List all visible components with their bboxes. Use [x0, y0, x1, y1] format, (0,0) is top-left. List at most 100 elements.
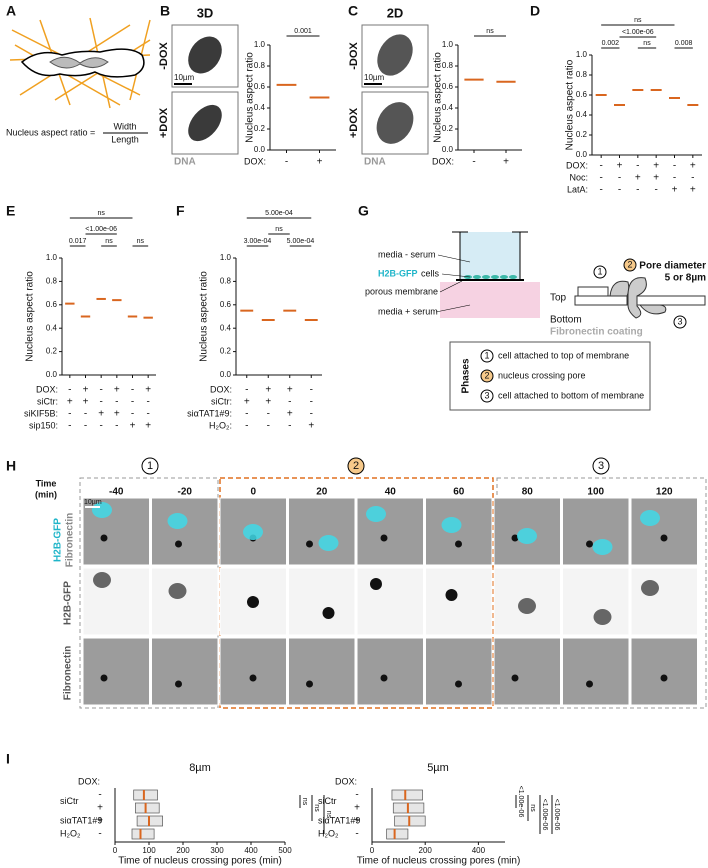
- image-frame: [562, 497, 630, 566]
- image-frame: [151, 567, 219, 636]
- formula-denominator: Length: [111, 134, 139, 144]
- p-value: 0.002: [602, 40, 620, 47]
- panel-letter: I: [6, 751, 10, 767]
- row-value: +: [265, 385, 271, 396]
- time-label: 40: [385, 487, 397, 498]
- nucleus: [376, 102, 414, 144]
- nucleus: [445, 589, 458, 601]
- time-label: 100: [587, 487, 604, 498]
- nucleus: [370, 578, 382, 590]
- box: [135, 802, 160, 814]
- row-value: +: [690, 161, 696, 172]
- panel-title: 3D: [197, 5, 214, 20]
- x-tick-label: 100: [142, 846, 156, 855]
- box: [131, 828, 155, 840]
- panel-letter: G: [358, 203, 369, 219]
- row-label: DOX:: [36, 384, 58, 394]
- diagram-label: Pore diameter: [639, 261, 706, 272]
- nucleus: [441, 517, 462, 533]
- x-tick-label: 400: [244, 846, 258, 855]
- box: [391, 789, 423, 801]
- row-value: +: [145, 385, 151, 396]
- row-value: -: [285, 157, 288, 168]
- row-value: +: [145, 421, 151, 432]
- image: [171, 24, 239, 88]
- row-label: sip150:: [29, 420, 58, 430]
- y-tick-label: 1.0: [576, 50, 588, 59]
- phases-title: Phases: [461, 358, 472, 393]
- image-label: +DOX: [158, 107, 170, 138]
- row-value: +: [83, 385, 89, 396]
- row-label: siCtr:: [37, 396, 58, 406]
- formula-label: Nucleus aspect ratio =: [6, 127, 95, 137]
- y-tick-label: 0.4: [442, 103, 454, 112]
- row-value: -: [599, 173, 602, 184]
- nucleus: [517, 528, 537, 544]
- phase-marker: [480, 389, 494, 403]
- group-label: H₂O₂: [318, 828, 339, 838]
- x-axis-label: Time of nucleus crossing pores (min): [118, 856, 282, 867]
- row-value: -: [84, 409, 87, 420]
- row-value: +: [114, 385, 120, 396]
- row-value: -: [472, 157, 475, 168]
- pore: [511, 674, 519, 682]
- row-value: -: [245, 385, 248, 396]
- row-label: Fibronectin: [65, 513, 76, 567]
- diagram-label: porous membrane: [365, 286, 438, 296]
- dox-value: +: [97, 816, 103, 827]
- phase-number: 3: [598, 460, 604, 472]
- p-value: ns: [486, 28, 494, 35]
- dox-value: -: [98, 829, 101, 840]
- box: [386, 828, 409, 840]
- phase-marker: [593, 265, 607, 279]
- x-tick-label: 500: [278, 846, 292, 855]
- dox-value: -: [355, 790, 358, 801]
- y-tick-label: 0.0: [442, 145, 454, 154]
- phase-label: nucleus crossing pore: [498, 370, 586, 380]
- stain-label: DNA: [364, 157, 386, 168]
- phase-marker: [347, 457, 365, 475]
- image-frame: [425, 567, 493, 636]
- y-tick-label: 0.0: [254, 145, 266, 154]
- phase-number: 2: [627, 259, 632, 269]
- row-value: +: [653, 161, 659, 172]
- nucleus: [167, 513, 188, 529]
- row-value: +: [617, 161, 623, 172]
- pore: [175, 540, 182, 548]
- p-value: ns: [97, 210, 105, 217]
- p-value: 5.00e-04: [287, 238, 315, 245]
- x-tick-label: 0: [113, 846, 118, 855]
- chart-title: 5µm: [427, 762, 449, 774]
- p-value: ns: [275, 226, 283, 233]
- row-label: siKIF5B:: [24, 408, 58, 418]
- pore: [380, 674, 388, 682]
- image-frame: [82, 497, 150, 566]
- x-tick-label: 300: [210, 846, 224, 855]
- row-label: siαTAT1#9:: [187, 408, 232, 418]
- phase-marker: [480, 349, 494, 363]
- phase-number: 2: [353, 460, 359, 472]
- nucleus: [641, 580, 659, 596]
- pore: [100, 534, 108, 542]
- row-label: Noc:: [569, 172, 588, 182]
- panel-letter: B: [160, 3, 170, 19]
- x-tick-label: 0: [370, 846, 375, 855]
- schematic-cell: [9, 17, 151, 109]
- row-value: -: [115, 421, 118, 432]
- row-value: -: [654, 185, 657, 196]
- pore: [586, 680, 593, 688]
- image-frame: [356, 567, 424, 636]
- time-label: 0: [250, 487, 256, 498]
- group-label: siCtr: [60, 796, 79, 806]
- y-tick-label: 0.6: [220, 300, 232, 309]
- group-label: H₂O₂: [60, 828, 81, 838]
- image-frame: [356, 637, 424, 706]
- y-tick-label: 0.2: [254, 124, 266, 133]
- pore: [660, 534, 668, 542]
- row-value: -: [245, 421, 248, 432]
- x-tick-label: 200: [419, 846, 433, 855]
- row-value: +: [67, 397, 73, 408]
- diagram-label: H2B-GFP: [378, 268, 418, 278]
- row-label: H₂O₂:: [209, 420, 232, 430]
- row-value: -: [146, 409, 149, 420]
